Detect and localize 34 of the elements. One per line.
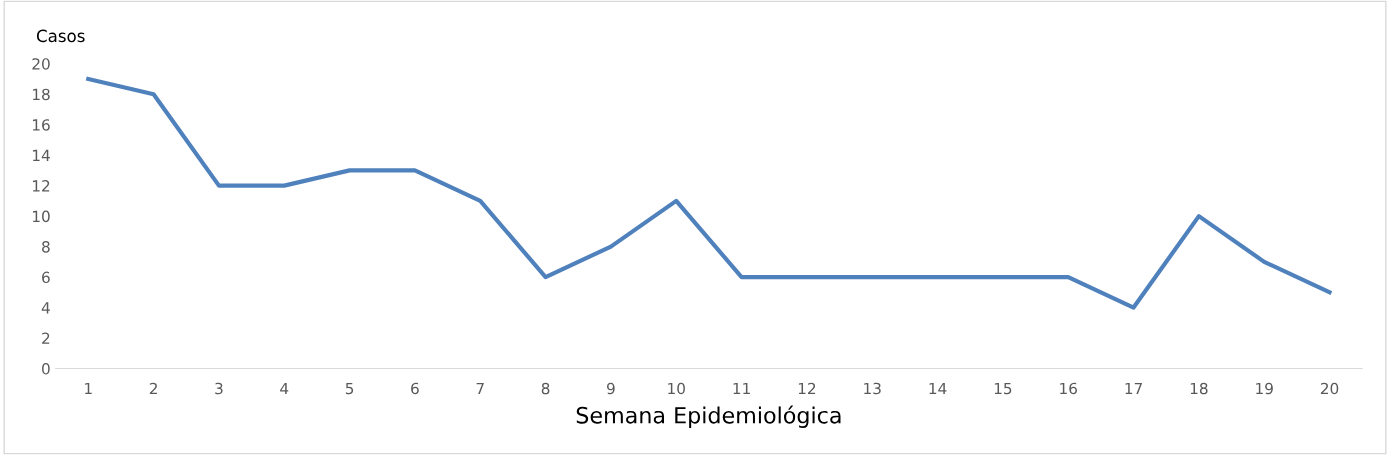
x-tick-label: 8 (541, 382, 550, 395)
y-tick-label: 14 (32, 149, 50, 161)
x-tick-label: 9 (607, 382, 615, 395)
x-tick-label: 6 (411, 382, 419, 395)
y-axis-title: Casos (36, 29, 85, 43)
x-tick-label: 3 (215, 382, 223, 395)
line-series (86, 76, 1332, 310)
y-tick-label: 8 (42, 241, 50, 253)
x-tick-label: 14 (929, 382, 947, 395)
x-tick-label: 17 (1125, 382, 1142, 395)
x-tick-label: 7 (476, 382, 484, 395)
x-tick-label: 19 (1256, 382, 1273, 395)
x-tick-label: 10 (668, 382, 685, 395)
x-tick-label: 13 (864, 382, 881, 395)
x-tick-label: 2 (149, 382, 157, 395)
y-tick-label: 10 (32, 210, 50, 223)
y-tick-label: 12 (32, 180, 50, 192)
x-tick-label: 5 (345, 382, 354, 395)
y-tick-label: 4 (41, 302, 50, 314)
y-tick-label: 0 (42, 363, 50, 375)
x-tick-label: 18 (1190, 382, 1208, 395)
y-tick-label: 20 (32, 58, 50, 70)
x-tick-label: 4 (280, 382, 289, 395)
x-axis-title: Semana Epidemiológica (576, 405, 841, 428)
x-tick-label: 20 (1320, 382, 1339, 395)
x-tick-label: 15 (994, 382, 1012, 395)
y-tick-label: 2 (42, 332, 50, 344)
x-tick-label: 12 (798, 382, 816, 395)
x-tick-label: 11 (733, 382, 750, 395)
y-tick-label: 16 (32, 119, 50, 131)
y-tick-label: 18 (32, 88, 50, 101)
x-tick-label: 1 (85, 382, 92, 395)
x-tick-label: 16 (1060, 382, 1077, 395)
y-tick-label: 6 (42, 271, 50, 284)
